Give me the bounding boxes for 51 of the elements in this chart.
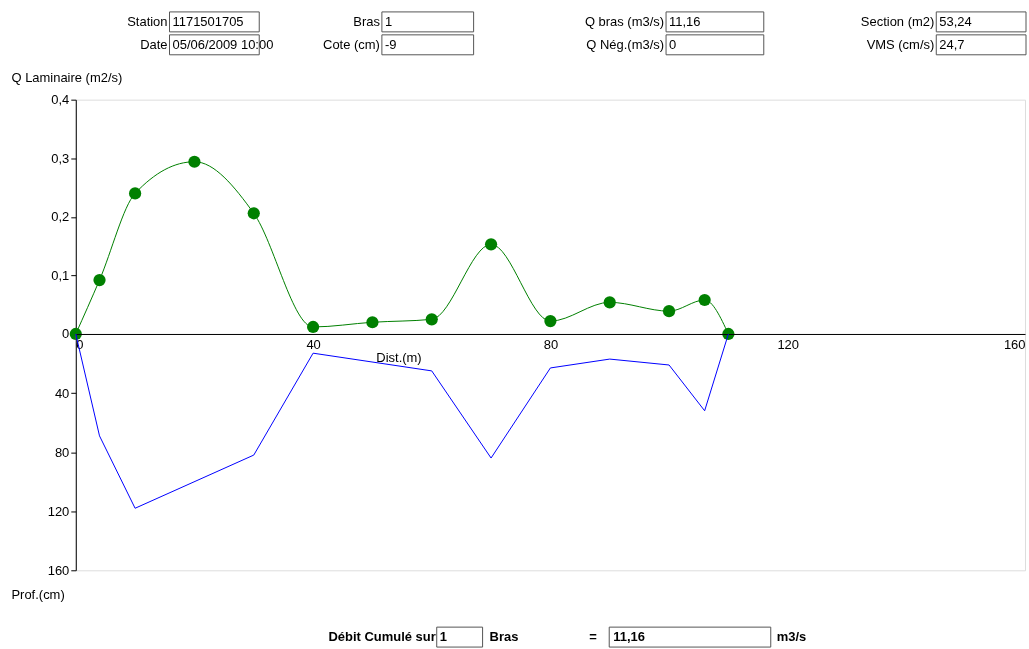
- y-tick-label: 0,1: [51, 267, 70, 283]
- x-tick-label: 80: [543, 337, 559, 353]
- point: [247, 207, 260, 220]
- point: [69, 327, 82, 341]
- x-tick-label: 160: [1003, 337, 1026, 353]
- point: [306, 320, 320, 334]
- y-tick-label: 40: [54, 385, 70, 401]
- x-axis-title: Dist.(m): [376, 350, 422, 366]
- y-tick-label: 80: [54, 444, 70, 460]
- y-tick-label: 0: [62, 326, 70, 342]
- text: Q Nég.(m3/s): [586, 36, 665, 52]
- text: 0: [669, 36, 677, 52]
- point: [662, 305, 676, 318]
- y-axis-title: Prof.(cm): [11, 586, 65, 602]
- point: [603, 296, 616, 309]
- text: 05/06/2009 10:00: [172, 36, 274, 52]
- point: [366, 316, 379, 329]
- y-tick-label: 160: [47, 562, 70, 578]
- text: 24,7: [939, 36, 965, 52]
- point: [544, 315, 557, 328]
- point: [93, 273, 106, 287]
- text: =: [589, 629, 598, 645]
- text: Bras: [353, 13, 381, 29]
- x-tick-label: 120: [777, 337, 800, 353]
- y-tick-label: 0,2: [51, 209, 70, 225]
- point: [425, 313, 438, 326]
- text: Section (m2): [860, 13, 935, 29]
- text: Débit Cumulé sur: [328, 629, 436, 645]
- y-tick-label: 120: [47, 503, 70, 519]
- point: [484, 238, 498, 251]
- text: -9: [384, 36, 397, 52]
- text: 53,24: [939, 13, 972, 29]
- point: [129, 187, 142, 200]
- point: [698, 293, 711, 307]
- text: 1171501705: [172, 13, 244, 29]
- y-axis-title: Q Laminaire (m2/s): [11, 70, 123, 86]
- point: [188, 155, 201, 168]
- text: Cote (cm): [323, 36, 380, 52]
- text: Date: [140, 36, 168, 52]
- text: 1: [439, 629, 447, 645]
- y-tick-label: 0,3: [51, 150, 70, 166]
- y-tick-label: 0,4: [51, 92, 70, 108]
- x-tick-label: 40: [306, 337, 321, 353]
- text: Bras: [489, 629, 519, 645]
- text: 11,16: [669, 13, 701, 29]
- text: m3/s: [776, 629, 807, 645]
- text: Station: [127, 13, 168, 29]
- text: VMS (cm/s): [866, 36, 935, 52]
- text: Q bras (m3/s): [584, 13, 665, 29]
- text: 11,16: [613, 629, 645, 645]
- text: 1: [384, 13, 393, 29]
